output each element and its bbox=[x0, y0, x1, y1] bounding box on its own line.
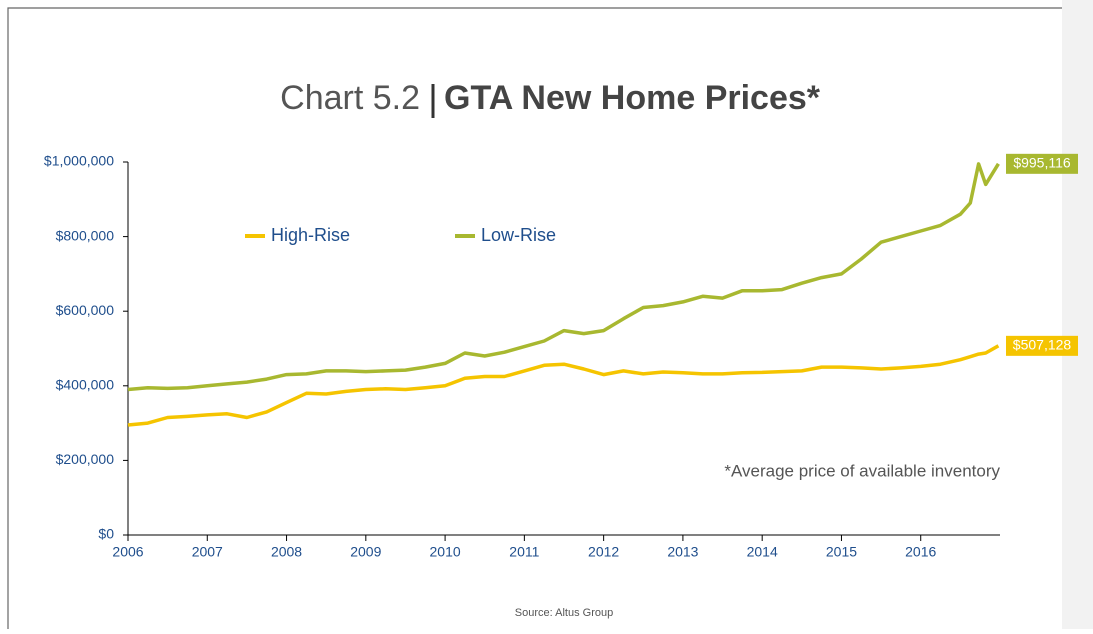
value-label-bg bbox=[1006, 153, 1078, 174]
x-tick-label: 2010 bbox=[430, 544, 461, 560]
x-tick-label: 2016 bbox=[905, 544, 936, 560]
y-tick-label: $200,000 bbox=[56, 451, 115, 467]
y-tick-label: $600,000 bbox=[56, 302, 115, 318]
y-tick-label: $400,000 bbox=[56, 377, 115, 393]
x-tick-label: 2012 bbox=[588, 544, 619, 560]
value-label-bg bbox=[1006, 335, 1078, 356]
chart-title-prefix: Chart 5.2 bbox=[280, 79, 420, 117]
x-tick-label: 2014 bbox=[747, 544, 778, 560]
y-tick-label: $0 bbox=[98, 526, 114, 542]
x-tick-label: 2006 bbox=[112, 544, 143, 560]
x-tick-label: 2007 bbox=[192, 544, 223, 560]
frame bbox=[7, 7, 1062, 629]
x-tick-label: 2008 bbox=[271, 544, 302, 560]
x-tick-label: 2015 bbox=[826, 544, 857, 560]
x-tick-label: 2011 bbox=[509, 544, 539, 560]
x-tick-label: 2009 bbox=[350, 544, 381, 560]
line bbox=[127, 344, 1000, 427]
y-tick-label: $1,000,000 bbox=[44, 153, 114, 169]
legend-label: Low-Rise bbox=[481, 225, 556, 245]
value-label: $507,128 bbox=[1013, 337, 1072, 353]
value-label: $995,116 bbox=[1013, 155, 1071, 171]
chart-title: GTA New Home Prices* bbox=[444, 79, 821, 117]
note: *Average price of available inventory bbox=[724, 461, 1000, 480]
source: Source: Altus Group bbox=[515, 607, 613, 619]
y-tick-label: $800,000 bbox=[56, 227, 115, 243]
x-tick-label: 2013 bbox=[667, 544, 698, 560]
side-panel bbox=[1062, 0, 1093, 629]
legend-label: High-Rise bbox=[271, 225, 350, 245]
line bbox=[127, 162, 1000, 392]
